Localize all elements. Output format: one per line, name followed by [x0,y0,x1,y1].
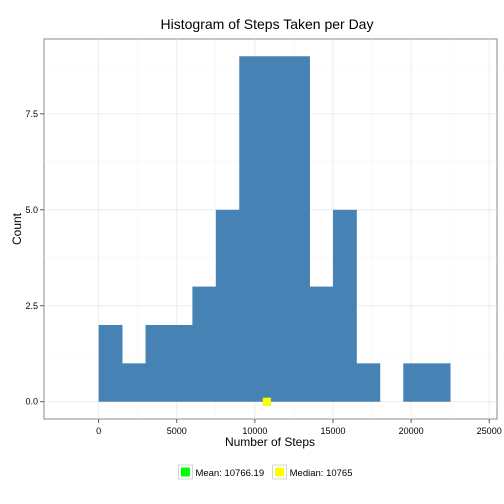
histogram-bar [356,363,381,402]
histogram-bar [403,363,428,402]
chart-title: Histogram of Steps Taken per Day [161,16,374,32]
x-axis-title: Number of Steps [225,435,315,449]
plot-panel [43,38,498,420]
histogram-bar [122,363,146,402]
y-tick-label: 0.0 [25,397,38,407]
histogram-bar [145,324,170,402]
y-tick-label: 7.5 [25,109,38,119]
bars [98,56,451,402]
histogram-bar [286,56,310,402]
x-tick-label: 10000 [242,426,267,436]
legend-swatch [275,467,285,477]
plot-panel-border [43,38,498,420]
histogram-bar [215,209,240,402]
y-axis-title: Count [10,212,24,245]
histogram-bar [332,209,357,402]
x-tick-label: 20000 [399,426,424,436]
legend: Mean: 10766.19 Median: 10765 [178,464,353,480]
histogram-bar [168,324,193,402]
x-tick-label: 25000 [477,426,502,436]
median-marker [262,397,271,406]
histogram-bar [98,324,123,402]
markers [262,397,271,406]
x-tick-label: 5000 [167,426,187,436]
legend-label: Median: 10765 [290,468,353,479]
histogram-bar [239,56,264,402]
y-tick-label: 2.5 [25,301,38,311]
histogram-bar [262,56,287,402]
x-tick-label: 15000 [320,426,345,436]
legend-label: Mean: 10766.19 [195,468,264,479]
histogram-bar [426,363,451,402]
histogram-bar [309,286,334,402]
x-tick-label: 0 [96,426,101,436]
histogram-bar [192,286,217,402]
y-tick-label: 5.0 [25,205,38,215]
legend-swatch [180,467,190,477]
x-axis-ticks: 0 5000 10000 15000 20000 25000 [96,419,502,436]
y-axis-ticks: 0.0 2.5 5.0 7.5 [25,109,44,407]
